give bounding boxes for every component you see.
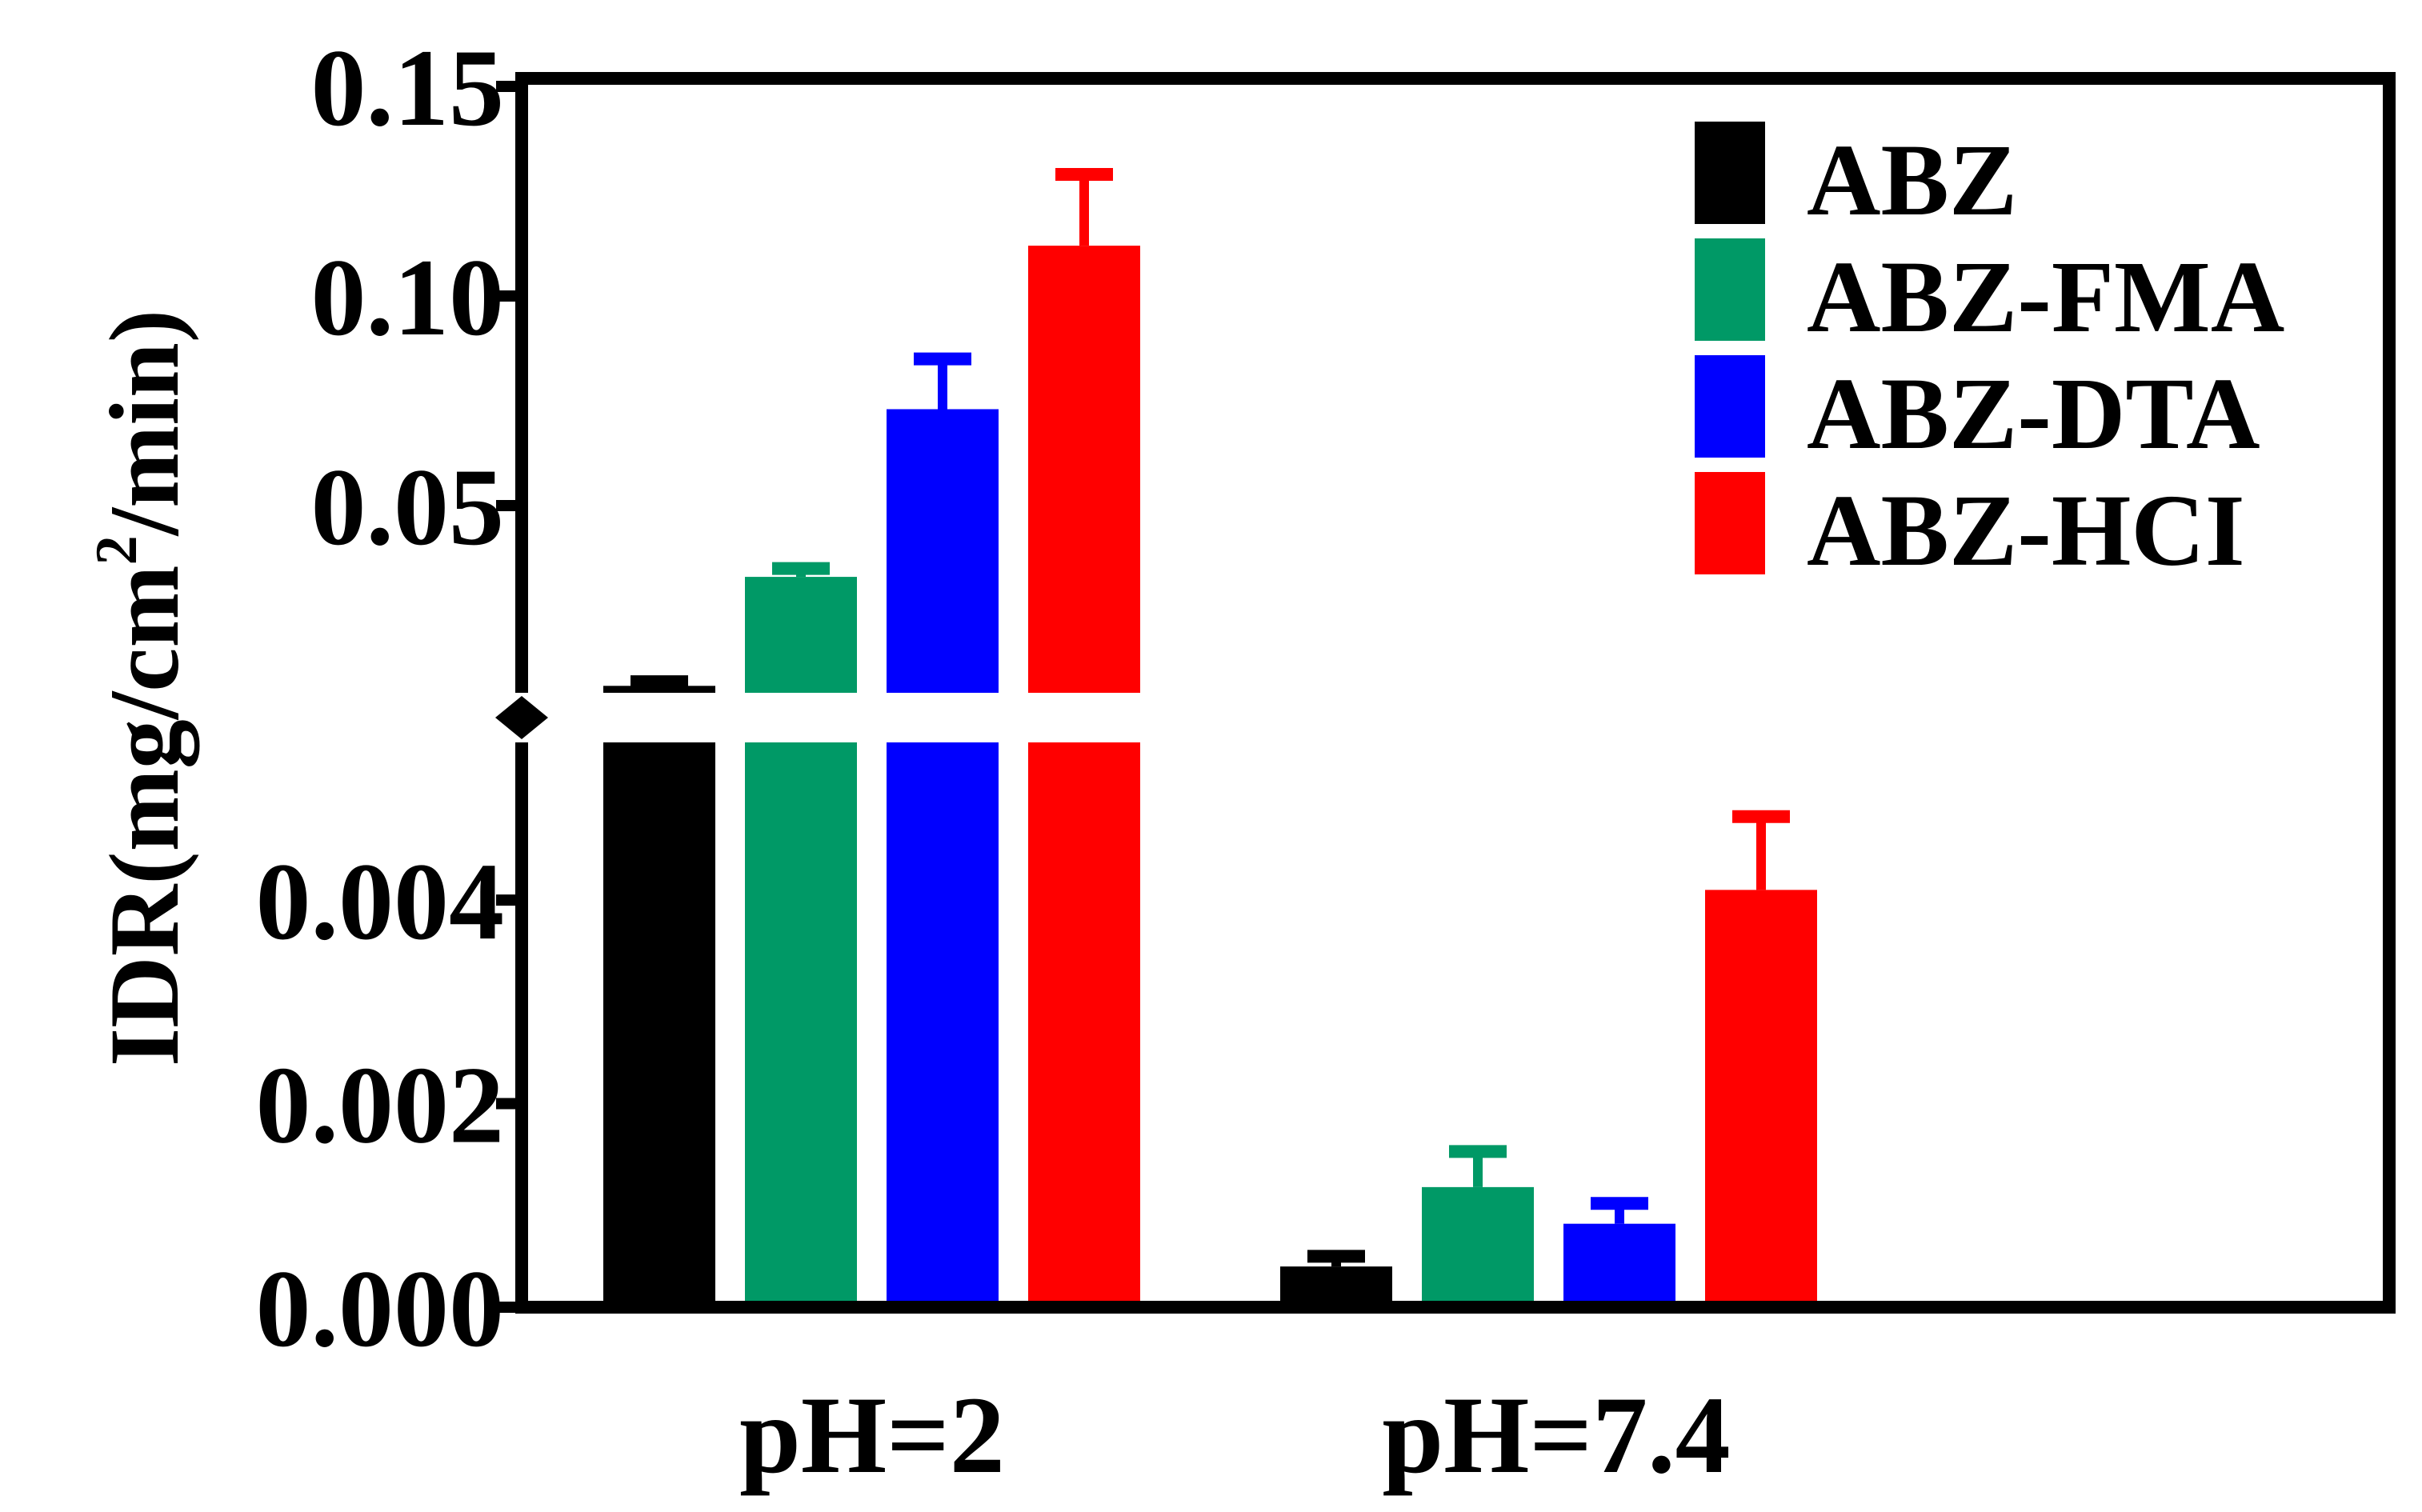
error-bar-abz-hcl-ph74 xyxy=(1732,810,1790,890)
axis-break-marks xyxy=(495,696,548,739)
legend-swatch-abz-fma xyxy=(1695,238,1765,341)
legend-label-abz: ABZ xyxy=(1807,123,2017,237)
legend-label-abz-dta: ABZ-DTA xyxy=(1807,357,2260,470)
bar-abz-hcl-ph2 xyxy=(1028,246,1140,1307)
legend: ABZ ABZ-FMA ABZ-DTA ABZ-HCI xyxy=(1695,122,2284,587)
bar-abz-fma-ph74 xyxy=(1422,1186,1534,1307)
y-axis-title: IDR(mg/cm2/min) xyxy=(84,310,200,1066)
y-tick-label-0.05: 0.05 xyxy=(311,446,505,568)
bar-abz-dta-ph2 xyxy=(887,409,999,1308)
y-tick-label-0.000: 0.000 xyxy=(256,1247,505,1370)
error-bar-abz-ph74 xyxy=(1307,1250,1365,1267)
error-bar-abz-ph2 xyxy=(631,675,688,689)
y-tick-label-0.002: 0.002 xyxy=(256,1044,505,1166)
bar-abz-ph74 xyxy=(1280,1266,1392,1307)
axis-break-gap xyxy=(512,693,2384,742)
bar-abz-fma-ph2 xyxy=(745,577,857,1307)
error-bar-abz-dta-ph2 xyxy=(914,352,971,410)
legend-swatch-abz-dta xyxy=(1695,355,1765,458)
error-bar-abz-fma-ph2 xyxy=(772,562,830,578)
y-tick-label-0.10: 0.10 xyxy=(311,236,505,358)
y-ticks xyxy=(496,81,522,1313)
x-tick-label-ph74: pH=7.4 xyxy=(1382,1374,1730,1496)
bar-abz-dta-ph74 xyxy=(1563,1223,1675,1307)
bar-abz-ph2 xyxy=(603,686,715,1307)
y-tick-label-0.15: 0.15 xyxy=(311,26,505,149)
y-tick-label-0.004: 0.004 xyxy=(256,840,505,962)
y-tick-labels: 0.000 0.002 0.004 0.05 0.10 0.15 xyxy=(256,26,505,1370)
plot-frame xyxy=(515,72,2396,1314)
bar-abz-hcl-ph74 xyxy=(1705,890,1817,1307)
bars-layer xyxy=(603,246,1817,1308)
break-mark-upper xyxy=(495,696,548,739)
error-bar-abz-hcl-ph2 xyxy=(1055,168,1113,246)
error-bar-abz-fma-ph74 xyxy=(1449,1145,1507,1187)
error-bars-layer xyxy=(631,168,1790,1267)
error-bar-abz-dta-ph74 xyxy=(1591,1197,1648,1224)
legend-label-abz-fma: ABZ-FMA xyxy=(1807,240,2284,354)
x-tick-label-ph2: pH=2 xyxy=(739,1374,1005,1496)
legend-label-abz-hcl: ABZ-HCI xyxy=(1807,474,2245,587)
legend-swatch-abz xyxy=(1695,122,1765,224)
legend-swatch-abz-hcl xyxy=(1695,472,1765,574)
